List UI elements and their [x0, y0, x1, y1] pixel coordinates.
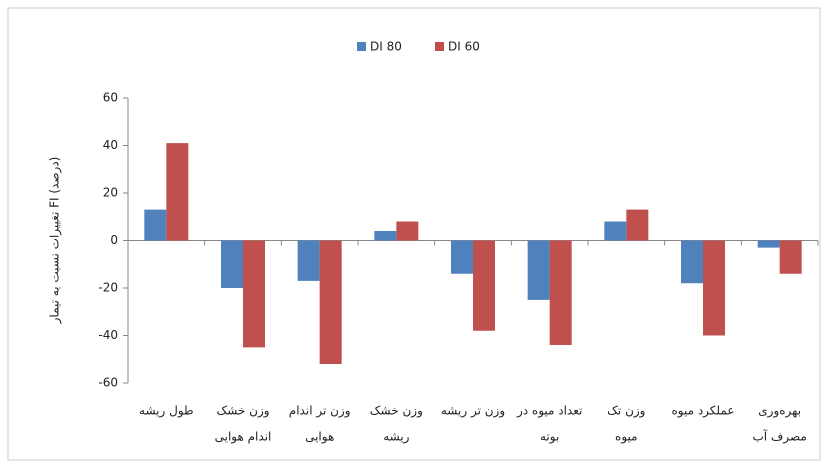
- y-tick-label: -40: [98, 328, 118, 342]
- x-tick-label: وزن تر اندام: [289, 404, 351, 419]
- bar: [297, 240, 320, 281]
- bar: [681, 240, 703, 284]
- y-tick-label: 0: [110, 233, 118, 247]
- x-tick-label: ریشه: [383, 430, 409, 445]
- bar: [527, 240, 550, 300]
- y-tick-label: 20: [103, 186, 118, 200]
- x-tick-label: اندام هوایی: [215, 430, 272, 445]
- x-tick-label: تعداد میوه در: [516, 404, 582, 419]
- bar: [779, 240, 802, 274]
- bar: [243, 240, 265, 348]
- bar: [374, 231, 397, 241]
- x-tick-label: وزن خشک: [216, 404, 269, 419]
- bar: [319, 240, 342, 364]
- x-tick-label: میوه: [615, 430, 638, 445]
- legend-label: DI 80: [370, 40, 402, 54]
- x-tick-label: بهره‌وری: [758, 404, 801, 419]
- bar: [549, 240, 572, 345]
- bar: [451, 240, 473, 274]
- bar: [166, 143, 189, 241]
- x-tick-label: وزن تک: [607, 404, 645, 419]
- bar: [144, 209, 167, 241]
- x-tick-label: وزن خشک: [370, 404, 423, 419]
- y-axis-title: تغییرات نسبت به تیمار FI (درصد): [48, 157, 63, 325]
- bar: [221, 240, 243, 288]
- x-tick-label: طول ریشه: [139, 404, 194, 419]
- x-tick-label: مصرف آب: [752, 429, 806, 445]
- x-tick-label: هوایی: [305, 430, 334, 445]
- y-tick-label: -20: [98, 281, 118, 295]
- y-tick-label: 40: [103, 138, 118, 152]
- y-tick-label: -60: [98, 376, 118, 390]
- bar: [473, 240, 495, 331]
- bar: [757, 240, 780, 248]
- x-tick-label: وزن تر ریشه: [441, 404, 505, 419]
- x-tick-label: بوته: [540, 430, 559, 445]
- bar: [396, 221, 419, 241]
- bar: [604, 221, 627, 241]
- legend-swatch: [357, 42, 366, 51]
- legend-label: DI 60: [448, 40, 480, 54]
- bar: [703, 240, 725, 336]
- x-tick-label: عملکرد میوه: [671, 404, 734, 419]
- legend-swatch: [435, 42, 444, 51]
- bar: [626, 209, 649, 241]
- y-tick-label: 60: [103, 91, 118, 105]
